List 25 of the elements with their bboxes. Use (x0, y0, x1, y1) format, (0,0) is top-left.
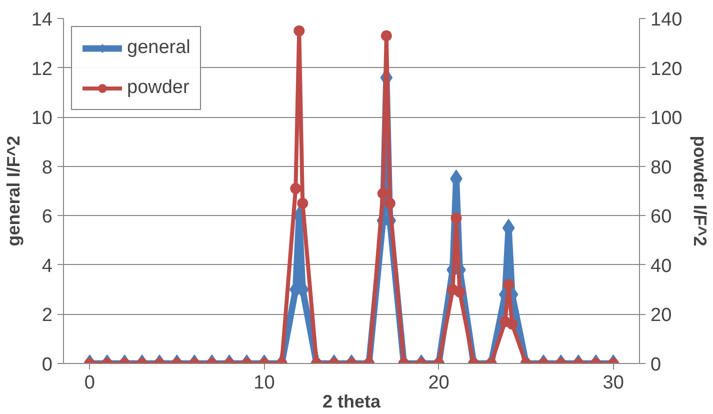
y2-tick-label: 80 (650, 157, 672, 178)
x-tick-label: 0 (84, 372, 95, 394)
y2-tick-label: 0 (650, 354, 662, 376)
y-tick-label: 6 (42, 206, 53, 228)
legend-label: powder (127, 77, 190, 99)
y2-tick-label: 20 (650, 305, 672, 326)
y-axis-title: general I/F^2 (3, 136, 24, 246)
y-tick-label: 4 (42, 256, 53, 277)
y2-tick-label: 60 (650, 206, 672, 228)
y-tick-label: 10 (31, 108, 53, 130)
y2-tick-label: 140 (650, 10, 682, 30)
y-tick-label: 14 (31, 10, 53, 30)
y2-tick-label: 120 (650, 58, 682, 80)
x-tick-label: 10 (254, 372, 275, 394)
x-tick-label: 20 (428, 372, 450, 394)
y-tick-label: 12 (31, 58, 53, 80)
y2-tick-label: 40 (650, 256, 672, 277)
legend-label: general (127, 37, 190, 59)
y-tick-label: 8 (42, 157, 53, 178)
y2-tick-label: 100 (650, 108, 682, 130)
x-axis-title: 2 theta (322, 392, 382, 412)
y-tick-label: 0 (42, 354, 53, 376)
y2-axis-title: powder I/F^2 (690, 136, 710, 246)
y-tick-label: 2 (42, 305, 53, 326)
x-tick-label: 30 (602, 372, 624, 394)
